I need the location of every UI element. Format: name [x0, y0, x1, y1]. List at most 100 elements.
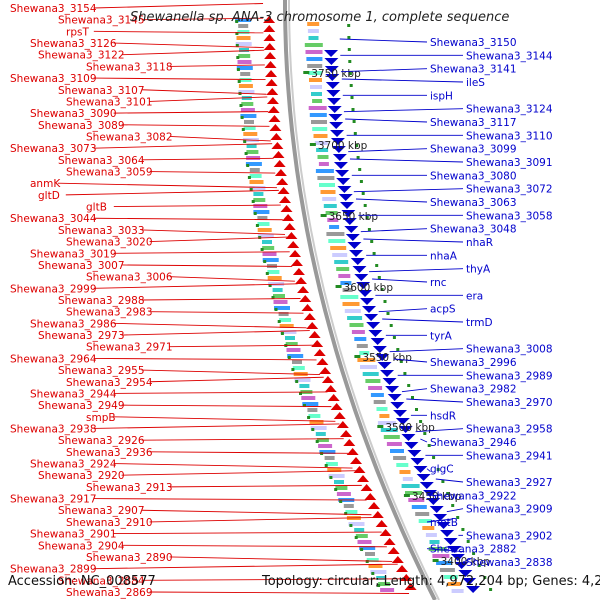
tick-dot: [236, 68, 240, 71]
reverse-gene-label: tyrA: [430, 330, 453, 342]
reverse-gene-arrow: [401, 434, 416, 441]
inner-gene-stripe: [279, 318, 292, 322]
kbp-tick-label: 3700 kbp: [318, 140, 368, 152]
tick-dot: [441, 480, 445, 483]
inner-gene-stripe: [402, 477, 413, 481]
inner-gene-stripe: [351, 330, 365, 334]
tick-dot: [461, 528, 465, 531]
reverse-gene-leader-line: [369, 268, 464, 273]
reverse-gene-arrow: [327, 106, 342, 113]
reverse-gene-arrow: [440, 530, 455, 537]
inner-gene-stripe: [235, 18, 252, 22]
reverse-gene-arrow: [352, 266, 367, 273]
forward-gene-leader-line: [141, 229, 286, 235]
reverse-gene-label: Shewana3_3058: [466, 210, 553, 222]
forward-gene-leader-line: [141, 157, 274, 161]
inner-gene-stripe: [354, 337, 367, 341]
reverse-gene-arrow: [350, 258, 365, 265]
forward-gene-arrow: [336, 421, 349, 428]
forward-gene-arrow: [303, 313, 316, 320]
reverse-gene-leader-line: [435, 478, 464, 483]
inner-gene-stripe: [370, 393, 384, 397]
reverse-gene-leader-line: [378, 308, 428, 313]
forward-gene-leader-line: [113, 111, 269, 114]
inner-gene-stripe: [330, 246, 347, 250]
forward-gene-leader-line: [121, 544, 387, 548]
inner-gene-stripe: [328, 239, 346, 243]
reverse-gene-arrow: [370, 338, 385, 345]
reverse-gene-arrow: [429, 506, 444, 513]
inner-gene-stripe: [365, 379, 381, 383]
inner-gene-stripe: [310, 426, 327, 430]
inner-gene-stripe: [311, 92, 322, 96]
inner-gene-stripe: [343, 504, 354, 508]
forward-gene-label: Shewana3_2971: [86, 342, 173, 354]
tick-dot: [380, 288, 384, 291]
forward-gene-label: Shewana3_3073: [10, 143, 97, 155]
inner-gene-stripe: [243, 126, 256, 130]
forward-gene-label: Shewana3_2901: [30, 529, 117, 541]
forward-gene-label: Shewana3_2949: [38, 400, 125, 412]
forward-gene-leader-line: [93, 143, 273, 149]
inner-gene-stripe: [422, 526, 435, 530]
reverse-gene-arrow: [324, 50, 339, 57]
forward-gene-leader-line: [141, 298, 301, 301]
kbp-tick-mark: [377, 425, 384, 428]
tick-dot: [236, 56, 240, 59]
forward-gene-label: Shewana3_3118: [86, 61, 173, 73]
inner-gene-stripe: [278, 312, 289, 316]
inner-gene-stripe: [309, 113, 327, 117]
tick-dot: [466, 540, 470, 543]
forward-gene-label: Shewana3_3109: [10, 73, 97, 85]
reverse-gene-arrow: [423, 490, 438, 497]
reverse-gene-leader-line: [353, 188, 464, 193]
kbp-tick-mark: [309, 143, 316, 146]
tick-dot: [375, 264, 379, 267]
forward-gene-arrow: [266, 97, 279, 104]
inner-gene-stripe: [239, 78, 252, 82]
backbone-shadow: [288, 0, 440, 600]
inner-gene-stripe: [408, 498, 425, 502]
forward-gene-label: gltB: [86, 202, 107, 214]
kbp-tick-label: 3600 kbp: [344, 282, 394, 294]
inner-gene-stripe: [245, 162, 262, 166]
reverse-gene-label: Shewana3_2989: [466, 370, 553, 382]
inner-gene-stripe: [308, 36, 319, 40]
reverse-gene-arrow: [462, 578, 477, 585]
tick-dot: [291, 368, 295, 371]
tick-dot: [355, 144, 359, 147]
forward-gene-leader-line: [149, 376, 324, 383]
forward-gene-leader-line: [113, 204, 281, 208]
tick-dot: [386, 312, 390, 315]
tick-dot: [370, 240, 374, 243]
forward-gene-leader-line: [93, 3, 264, 9]
inner-gene-stripe: [432, 554, 450, 558]
inner-gene-stripe: [344, 309, 361, 313]
reverse-gene-leader-line: [372, 278, 428, 283]
inner-gene-stripe: [439, 568, 455, 572]
reverse-gene-label: Shewana3_3072: [466, 184, 553, 196]
reverse-gene-leader-line: [345, 118, 428, 123]
inner-gene-stripe: [318, 444, 333, 448]
forward-gene-arrow: [350, 457, 363, 464]
reverse-gene-arrow: [328, 114, 343, 121]
reverse-gene-arrow: [393, 410, 408, 417]
reverse-gene-label: Shewana3_2882: [430, 544, 517, 556]
reverse-gene-arrow: [349, 250, 364, 257]
inner-gene-stripe: [354, 528, 365, 532]
inner-gene-stripe: [336, 267, 350, 271]
topology-summary-text: Topology: circular; Length: 4,972,204 bp…: [262, 574, 600, 589]
forward-gene-label: Shewana3_3101: [66, 96, 153, 108]
forward-gene-arrow: [391, 556, 404, 563]
reverse-gene-arrow: [356, 282, 371, 289]
tick-dot: [358, 168, 362, 171]
tick-dot: [360, 548, 364, 551]
tick-dot: [356, 156, 360, 159]
forward-gene-leader-line: [141, 578, 404, 581]
inner-gene-stripe: [327, 468, 342, 472]
reverse-gene-arrow: [410, 458, 425, 465]
inner-gene-stripe: [360, 365, 377, 369]
reverse-gene-arrow: [329, 122, 344, 129]
reverse-gene-arrow: [413, 466, 428, 473]
